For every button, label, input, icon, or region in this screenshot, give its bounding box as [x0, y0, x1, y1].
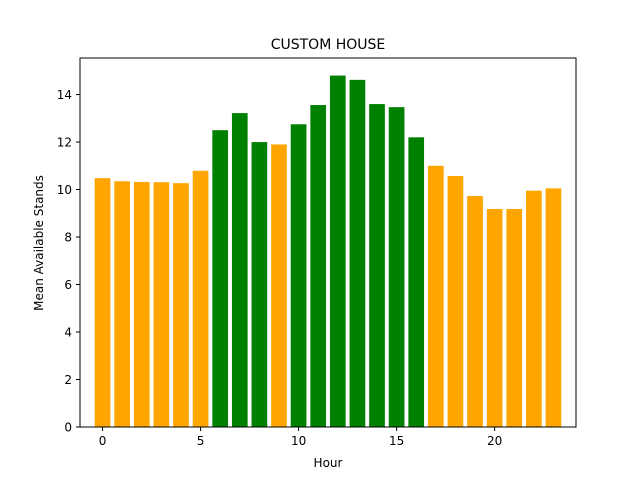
x-tick-label: 5	[197, 434, 205, 448]
bar-hour-8	[251, 142, 268, 427]
bar-hour-7	[231, 113, 248, 427]
chart-title: CUSTOM HOUSE	[271, 37, 386, 53]
x-tick-label: 15	[389, 434, 404, 448]
bar-hour-14	[369, 104, 385, 427]
y-tick-label: 0	[64, 421, 72, 435]
bar-hour-3	[153, 182, 170, 427]
bar-hour-1	[114, 181, 130, 427]
bar-hour-11	[310, 105, 327, 428]
x-axis-ticks: 0 5 10 15 20	[99, 427, 502, 448]
plot-frame	[79, 57, 577, 428]
x-axis-label: Hour	[314, 456, 343, 470]
bar-hour-4	[173, 183, 189, 427]
bar-hour-19	[467, 195, 483, 427]
x-tick-label: 0	[99, 434, 107, 448]
bar-hour-23	[545, 188, 562, 427]
bar-hour-22	[526, 190, 542, 427]
y-tick-label: 2	[64, 373, 72, 387]
bar-hour-0	[94, 178, 111, 427]
y-tick-label: 4	[64, 326, 72, 340]
bar-hour-6	[212, 130, 229, 427]
bar-hour-17	[427, 165, 444, 428]
y-axis-label: Mean Available Stands	[32, 175, 46, 311]
bars-layer	[94, 75, 562, 428]
y-tick-label: 10	[57, 183, 72, 197]
bar-hour-18	[447, 176, 464, 427]
bar-hour-15	[388, 107, 405, 428]
bar-hour-10	[290, 124, 307, 427]
y-tick-label: 12	[57, 136, 72, 150]
bar-hour-5	[192, 170, 209, 428]
x-tick-label: 10	[291, 434, 306, 448]
y-tick-label: 6	[64, 278, 72, 292]
bar-hour-20	[486, 209, 503, 427]
y-tick-label: 8	[64, 231, 72, 245]
x-tick-label: 20	[487, 434, 502, 448]
bar-hour-12	[329, 75, 346, 427]
y-tick-label: 14	[57, 88, 72, 102]
bar-hour-21	[506, 209, 523, 427]
y-axis-ticks: 0 2 4 6 8 10 12 14	[57, 88, 80, 435]
bar-hour-13	[349, 79, 366, 427]
bar-hour-16	[408, 137, 425, 427]
bar-hour-2	[133, 181, 150, 427]
bar-hour-9	[271, 144, 287, 427]
